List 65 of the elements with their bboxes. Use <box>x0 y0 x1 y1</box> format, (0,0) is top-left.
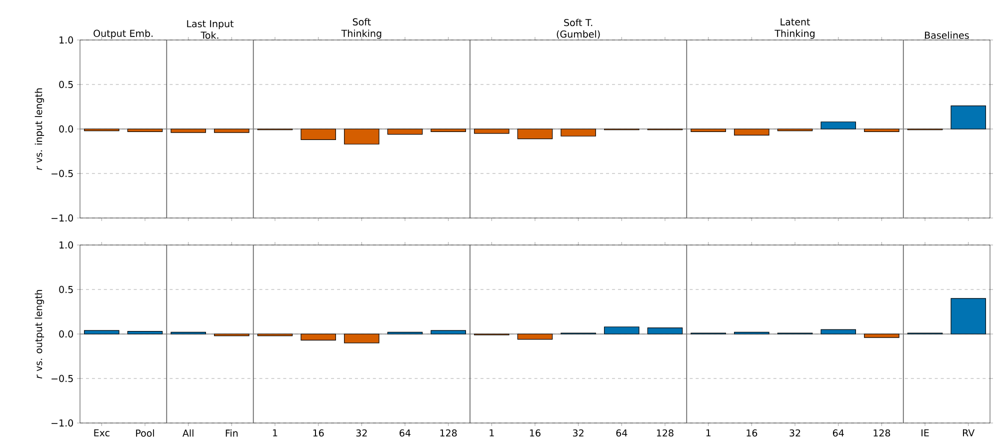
x-tick-label: 128 <box>440 429 457 437</box>
x-tick-label: Fin <box>226 429 238 437</box>
x-tick-label: 16 <box>530 429 540 437</box>
x-tick-label: 128 <box>656 429 674 437</box>
y-axis-title: r vs. output length <box>34 290 44 379</box>
bar <box>344 128 380 144</box>
bar <box>387 128 423 135</box>
y-tick-label: −1.0 <box>52 419 73 427</box>
bar <box>950 106 986 130</box>
text: Last Input Tok. <box>187 20 234 39</box>
x-tick-label: 64 <box>400 429 411 437</box>
text: Latent Thinking <box>774 18 814 39</box>
x-tick-label: 64 <box>616 429 628 437</box>
x-tick-label: RV <box>962 429 975 436</box>
bar <box>517 128 553 140</box>
x-tick-label: 16 <box>313 429 324 437</box>
bar <box>127 128 163 132</box>
text: Soft T. (Gumbel) <box>556 18 600 39</box>
bar <box>474 128 510 134</box>
x-tick-label: 1 <box>490 429 494 436</box>
x-tick-label: Pool <box>136 429 154 437</box>
bar <box>300 128 336 140</box>
y-tick-label: 0.5 <box>59 286 73 294</box>
bar <box>127 331 163 334</box>
text: Output Emb. <box>94 30 153 39</box>
y-tick-label: 0.0 <box>59 125 73 133</box>
x-tick-label: 128 <box>874 429 890 437</box>
bar <box>864 128 900 132</box>
y-tick-label: 0.5 <box>59 80 73 88</box>
bar <box>430 330 466 334</box>
bar <box>820 329 856 334</box>
x-tick-label: 64 <box>832 429 844 437</box>
x-tick-label: 1 <box>706 429 710 436</box>
x-tick-label: Exc <box>94 429 110 436</box>
text: Soft Thinking <box>341 18 382 39</box>
x-tick-label: 16 <box>746 429 758 437</box>
bar <box>734 128 770 136</box>
x-tick-label: IE <box>922 429 929 436</box>
bar <box>517 334 553 340</box>
bar <box>430 128 466 132</box>
bar <box>864 334 900 338</box>
bar <box>950 298 986 334</box>
x-tick-label: 32 <box>573 429 584 437</box>
y-tick-label: −0.5 <box>52 374 73 382</box>
bar <box>300 334 336 341</box>
bar <box>344 334 380 344</box>
y-tick-label: −1.0 <box>52 214 73 222</box>
x-tick-label: 32 <box>356 429 367 437</box>
y-tick-label: 1.0 <box>60 241 73 249</box>
bar <box>820 122 856 130</box>
y-tick-label: 1.0 <box>60 36 73 44</box>
bar <box>214 128 250 133</box>
x-tick-label: All <box>182 429 194 437</box>
bar <box>690 128 726 132</box>
text: Baselines <box>925 31 969 39</box>
y-tick-label: −0.5 <box>52 170 73 178</box>
bar <box>647 327 683 334</box>
y-tick-label: 0.0 <box>59 330 73 338</box>
bar <box>560 128 596 136</box>
bar <box>84 330 120 334</box>
x-tick-label: 1 <box>273 429 278 436</box>
bar <box>604 326 640 334</box>
bar <box>170 128 206 133</box>
y-axis-title: r vs. input length <box>34 88 44 170</box>
x-tick-label: 32 <box>790 429 800 437</box>
